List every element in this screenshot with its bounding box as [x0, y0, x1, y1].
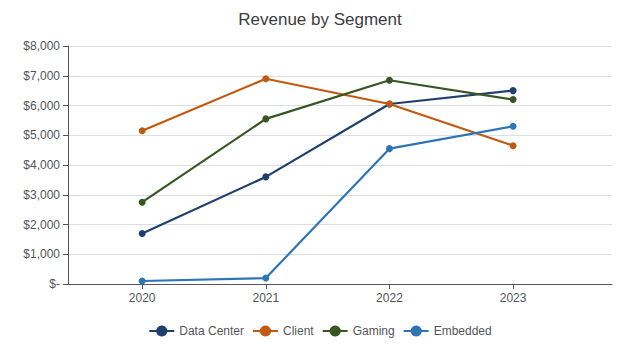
- svg-text:$7,000: $7,000: [23, 69, 60, 83]
- svg-text:Gaming: Gaming: [353, 324, 395, 338]
- svg-text:$4,000: $4,000: [23, 158, 60, 172]
- svg-text:Data Center: Data Center: [179, 324, 244, 338]
- svg-text:$8,000: $8,000: [23, 39, 60, 53]
- svg-text:2022: 2022: [376, 291, 403, 305]
- svg-text:$5,000: $5,000: [23, 128, 60, 142]
- svg-text:$3,000: $3,000: [23, 188, 60, 202]
- svg-text:$2,000: $2,000: [23, 218, 60, 232]
- svg-text:2023: 2023: [500, 291, 527, 305]
- svg-text:2020: 2020: [129, 291, 156, 305]
- svg-text:$6,000: $6,000: [23, 99, 60, 113]
- svg-text:2021: 2021: [252, 291, 279, 305]
- svg-text:Embedded: Embedded: [434, 324, 492, 338]
- svg-text:Client: Client: [283, 324, 314, 338]
- svg-text:$1,000: $1,000: [23, 247, 60, 261]
- svg-text:$-: $-: [49, 277, 60, 291]
- svg-text:Revenue by Segment: Revenue by Segment: [238, 10, 402, 29]
